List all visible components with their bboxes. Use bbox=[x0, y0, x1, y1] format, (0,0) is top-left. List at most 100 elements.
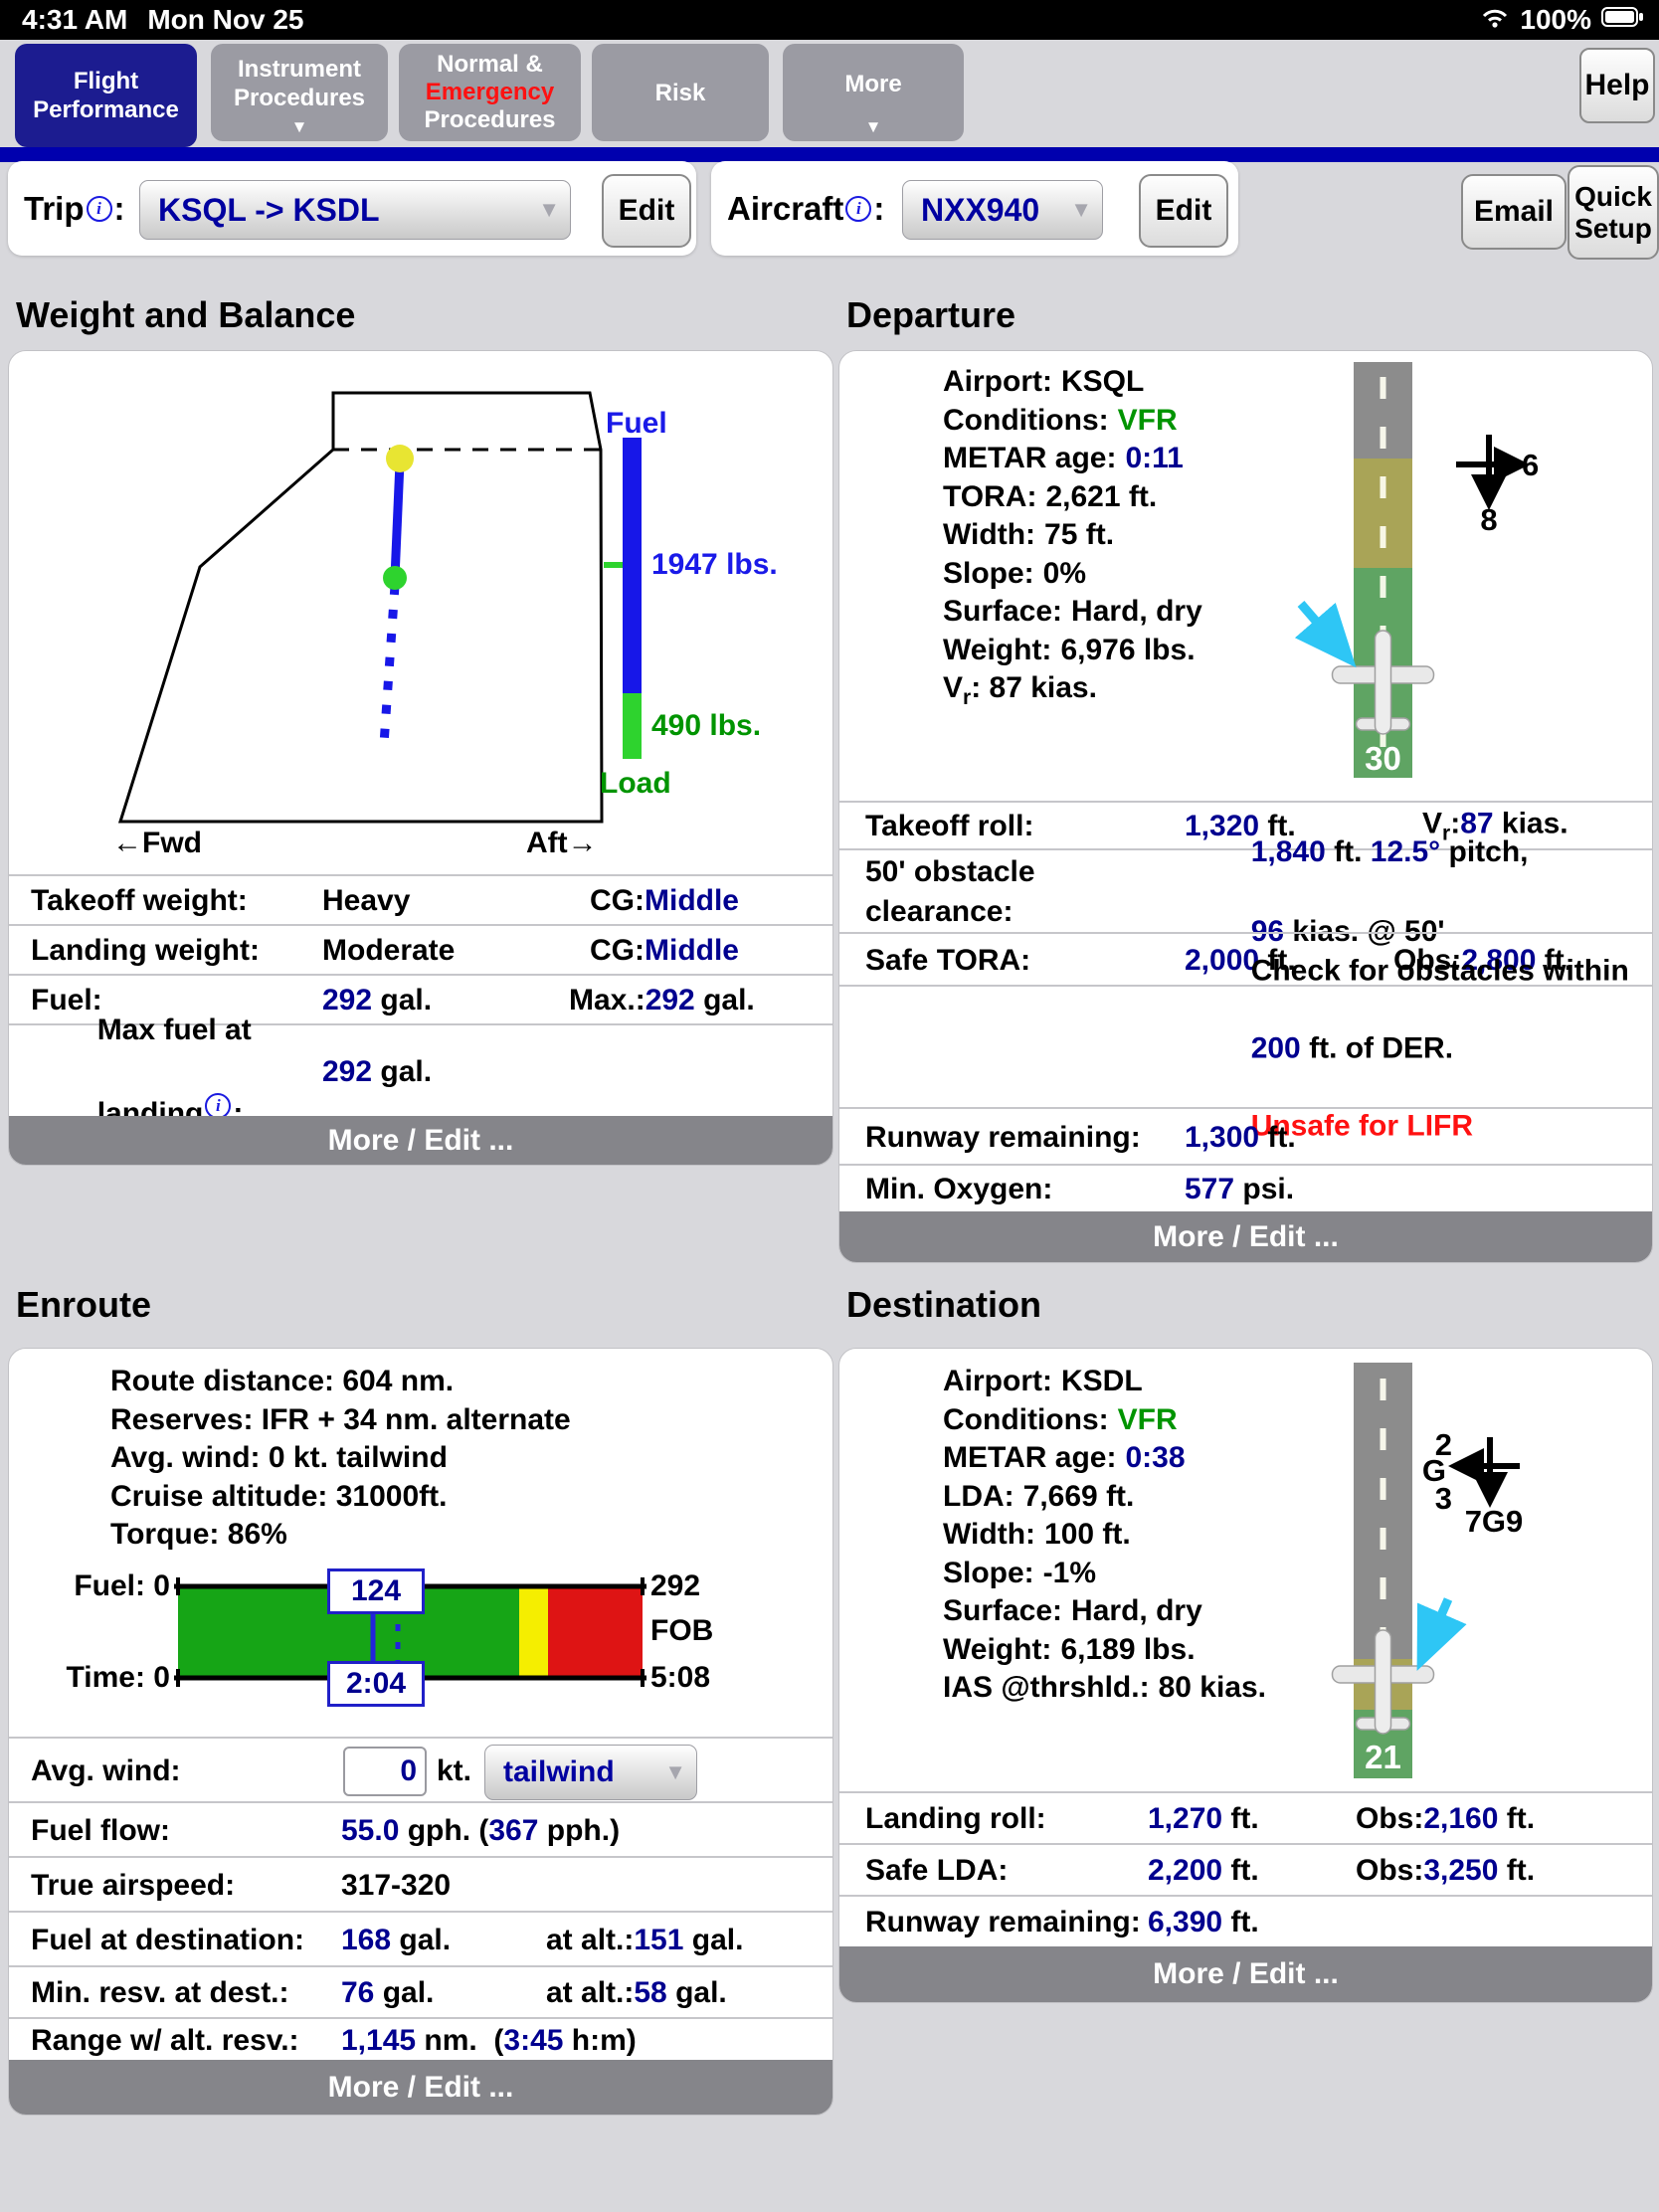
table-row-landing-weight: Landing weight: Moderate CG:Middle bbox=[9, 924, 832, 976]
trip-edit-button[interactable]: Edit bbox=[602, 174, 691, 248]
fuel-axis-zero: Fuel: 0 bbox=[74, 1569, 170, 1602]
date: Mon Nov 25 bbox=[147, 4, 304, 35]
vr-cell: Vr:87 kias. bbox=[1422, 807, 1568, 845]
row-label: Landing weight: bbox=[31, 934, 260, 967]
row-value: 2,200 ft. bbox=[1148, 1854, 1259, 1887]
tab-label: Flight bbox=[73, 68, 139, 94]
enroute-info-block: Route distance: 604 nm. Reserves: IFR + … bbox=[110, 1365, 571, 1551]
status-right: 100% bbox=[1480, 0, 1645, 40]
row-label: Min. Oxygen: bbox=[865, 1173, 1053, 1205]
time-max-label: 5:08 bbox=[650, 1661, 711, 1694]
row-value: 1,270 ft. bbox=[1148, 1802, 1259, 1835]
row-label: Avg. wind: bbox=[31, 1753, 181, 1787]
wind-unit-label: kt. bbox=[437, 1753, 472, 1787]
tab-instrument-procedures[interactable]: Instrument Procedures ▼ bbox=[211, 44, 388, 141]
chevron-down-icon: ▼ bbox=[538, 197, 560, 222]
departure-card: Airport: KSQL Conditions: VFR METAR age: 0:… bbox=[838, 350, 1653, 1263]
departure-section-title: Departure bbox=[846, 294, 1016, 335]
status-bar: 4:31 AM Mon Nov 25 100% bbox=[0, 0, 1659, 40]
cg-cell: CG:Middle bbox=[590, 934, 739, 967]
row-value: Heavy bbox=[322, 884, 411, 917]
table-row-fuel-flow: Fuel flow: 55.0 gph. (367 pph.) bbox=[9, 1801, 832, 1858]
aircraft-dropdown[interactable]: NXX940 ▼ bbox=[902, 180, 1103, 240]
table-row-min-oxygen: Min. Oxygen: 577 psi. bbox=[839, 1164, 1652, 1213]
table-row-landing-roll: Landing roll: 1,270 ft. Obs:2,160 ft. bbox=[839, 1791, 1652, 1845]
departure-more-edit-button[interactable]: More / Edit ... bbox=[839, 1211, 1652, 1262]
row-value: 168 gal. bbox=[341, 1923, 452, 1956]
departure-runway-diagram bbox=[1294, 362, 1530, 778]
chevron-down-icon: ▼ bbox=[290, 117, 308, 136]
tab-normal-emergency-procedures[interactable]: Normal & Emergency Procedures bbox=[399, 44, 581, 141]
table-row-obstacle-clearance: 50' obstacle clearance: 1,840 ft. 12.5° p… bbox=[839, 835, 1652, 948]
runway-number: 21 bbox=[1365, 1739, 1401, 1775]
enroute-more-edit-button[interactable]: More / Edit ... bbox=[9, 2060, 832, 2115]
row-value: 2,000 ft. bbox=[1185, 943, 1296, 977]
tab-label: Instrument bbox=[237, 56, 361, 83]
chevron-down-icon: ▼ bbox=[864, 117, 882, 136]
help-button[interactable]: Help bbox=[1579, 48, 1655, 123]
wind-speed-input[interactable] bbox=[343, 1747, 427, 1796]
table-row-avg-wind: Avg. wind: kt. tailwind ▼ bbox=[9, 1737, 832, 1803]
row-value: 1,320 ft. bbox=[1185, 810, 1296, 842]
table-row-fuel-at-destination: Fuel at destination: 168 gal. at alt.:15… bbox=[9, 1911, 832, 1967]
table-row-safe-tora: Safe TORA: 2,000 ft. Obs:2,800 ft. bbox=[839, 932, 1652, 987]
row-value: 292 gal. bbox=[322, 984, 433, 1016]
row-label: 50' obstacle clearance: bbox=[865, 855, 1035, 928]
wb-card: Fuel 1947 lbs. 490 lbs. Load ←Fwd Aft→ T… bbox=[8, 350, 833, 1166]
table-row-takeoff-weight: Takeoff weight: Heavy CG:Middle bbox=[9, 874, 832, 926]
row-value: 1,145 nm. (3:45 h:m) bbox=[341, 2023, 637, 2057]
fwd-axis-label: ←Fwd bbox=[112, 827, 202, 859]
tab-label: More bbox=[844, 70, 902, 97]
row-label: Fuel at destination: bbox=[31, 1923, 305, 1956]
row-label: Fuel: bbox=[31, 984, 102, 1016]
runway-number: 30 bbox=[1365, 740, 1401, 777]
tab-more[interactable]: More ▼ bbox=[783, 44, 964, 141]
clock: 4:31 AM bbox=[22, 4, 128, 35]
tab-label-emergency: Emergency bbox=[425, 79, 555, 105]
row-value: 292 gal. bbox=[322, 1054, 433, 1088]
wb-section-title: Weight and Balance bbox=[16, 294, 356, 335]
help-label: Help bbox=[1584, 69, 1650, 101]
obs-cell: Obs:2,800 ft. bbox=[1393, 943, 1573, 977]
row-value: 6,390 ft. bbox=[1148, 1906, 1259, 1938]
wifi-icon bbox=[1480, 4, 1510, 36]
destination-more-edit-button[interactable]: More / Edit ... bbox=[839, 1946, 1652, 2002]
battery-icon bbox=[1601, 4, 1645, 36]
info-icon[interactable]: i bbox=[86, 195, 112, 222]
chevron-down-icon: ▼ bbox=[664, 1759, 686, 1784]
row-label: Landing roll: bbox=[865, 1802, 1046, 1835]
aircraft-panel: Aircraft i: NXX940 ▼ Edit bbox=[711, 161, 1238, 256]
aircraft-edit-button[interactable]: Edit bbox=[1139, 174, 1228, 248]
destination-section-title: Destination bbox=[846, 1284, 1042, 1325]
table-row-safe-lda: Safe LDA: 2,200 ft. Obs:3,250 ft. bbox=[839, 1843, 1652, 1897]
max-cell: Max.:292 gal. bbox=[569, 984, 755, 1016]
tab-label: Risk bbox=[654, 79, 706, 106]
wb-more-edit-button[interactable]: More / Edit ... bbox=[9, 1116, 832, 1165]
crosswind-value: 6 bbox=[1522, 448, 1540, 482]
row-label: Runway remaining: bbox=[865, 1120, 1141, 1154]
enroute-section-title: Enroute bbox=[16, 1284, 152, 1325]
quick-setup-button[interactable]: Quick Setup bbox=[1567, 165, 1659, 260]
tab-label: Procedures bbox=[233, 85, 366, 111]
fuel-marker-box[interactable]: 124 bbox=[327, 1568, 425, 1614]
email-button[interactable]: Email bbox=[1461, 174, 1567, 250]
info-icon[interactable]: i bbox=[845, 195, 872, 222]
airplane-icon bbox=[1331, 1629, 1435, 1735]
load-weight-label: 490 lbs. bbox=[651, 709, 762, 742]
wind-direction-select[interactable]: tailwind ▼ bbox=[484, 1745, 697, 1800]
row-value: 55.0 gph. (367 pph.) bbox=[341, 1813, 621, 1847]
table-row-takeoff-roll: Takeoff roll: 1,320 ft. Vr:87 kias. bbox=[839, 801, 1652, 850]
aft-axis-label: Aft→ bbox=[526, 827, 598, 859]
tab-label: Procedures bbox=[424, 106, 556, 133]
info-icon[interactable]: i bbox=[205, 1092, 232, 1119]
tab-underline-bar bbox=[0, 147, 1659, 162]
table-row-max-fuel-at-landing: Max fuel at landing i: 292 gal. bbox=[9, 1014, 832, 1130]
row-value: 1,840 ft. 12.5° pitch, 96 kias. @ 50' bbox=[1250, 835, 1529, 948]
row-value: 577 psi. bbox=[1185, 1173, 1295, 1205]
tab-flight-performance[interactable]: Flight Performance bbox=[15, 44, 197, 147]
trip-dropdown[interactable]: KSQL -> KSDL ▼ bbox=[139, 180, 571, 240]
tab-risk[interactable]: Risk bbox=[592, 44, 769, 141]
time-marker-box[interactable]: 2:04 bbox=[327, 1661, 425, 1707]
vr-info-line: Vr: 87 kias. bbox=[943, 671, 1097, 709]
